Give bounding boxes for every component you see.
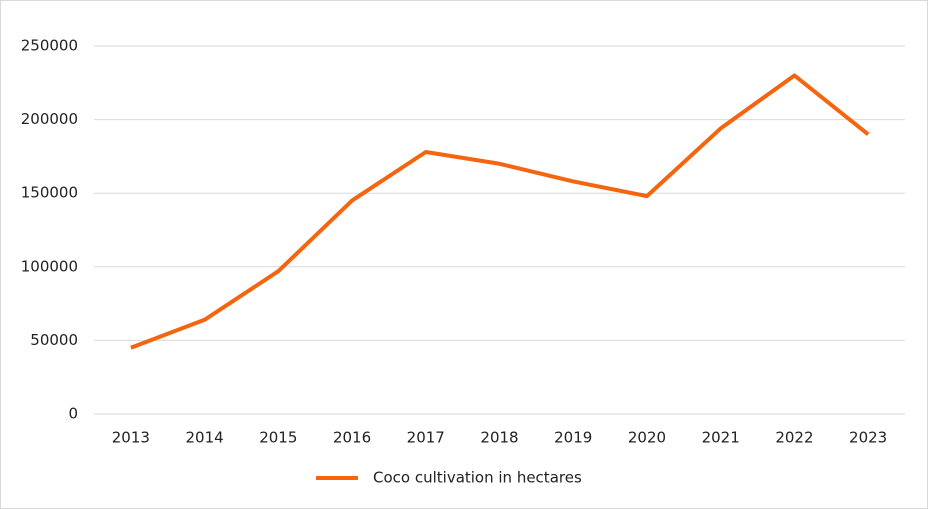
y-tick-label: 150000	[21, 184, 78, 202]
x-tick-label: 2022	[775, 429, 813, 447]
y-tick-label: 100000	[21, 257, 78, 275]
x-tick-label: 2013	[112, 429, 150, 447]
data-line	[130, 73, 870, 350]
y-tick-label: 50000	[30, 331, 78, 349]
x-tick-label: 2018	[480, 429, 518, 447]
legend-label: Coco cultivation in hectares	[373, 469, 582, 487]
x-tick-label: 2016	[333, 429, 371, 447]
x-tick-label: 2020	[628, 429, 666, 447]
x-tick-label: 2023	[849, 429, 887, 447]
x-tick-label: 2015	[259, 429, 297, 447]
y-tick-label: 200000	[21, 110, 78, 128]
y-tick-label: 0	[68, 405, 78, 423]
x-tick-label: 2019	[554, 429, 592, 447]
x-tick-label: 2017	[407, 429, 445, 447]
x-tick-label: 2014	[185, 429, 223, 447]
y-tick-label: 250000	[21, 37, 78, 55]
x-tick-label: 2021	[702, 429, 740, 447]
